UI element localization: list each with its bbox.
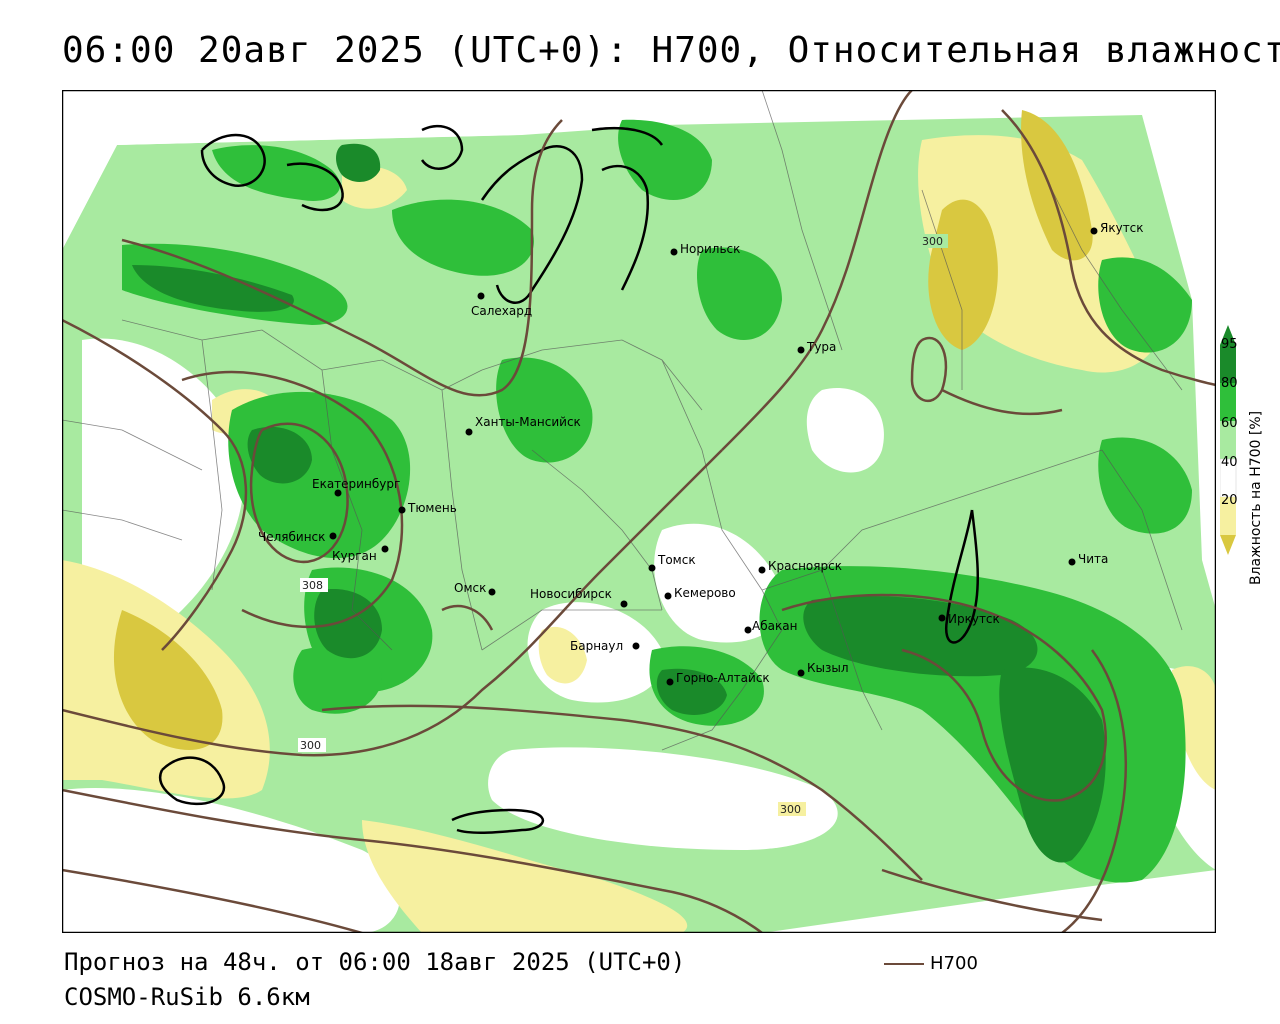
h700-contours (62, 90, 1216, 933)
contour-key: H700 (884, 953, 978, 974)
saturated-zone (132, 265, 294, 312)
legend-top-arrow (1220, 325, 1236, 345)
admin-borders (62, 90, 1183, 751)
city-dot (381, 545, 389, 553)
low-humidity-area (488, 747, 838, 850)
city-label: Челябинск (258, 530, 325, 544)
dry-zone (1172, 666, 1216, 790)
humid-zone (293, 646, 382, 714)
legend-tick: 95 (1221, 337, 1238, 352)
city-dot (664, 592, 672, 600)
city-dot (488, 588, 496, 596)
low-humidity-area (654, 523, 784, 643)
humid-zone (212, 145, 341, 201)
isoline-label-bg (298, 738, 326, 752)
city-label: Томск (657, 553, 696, 567)
city-label: Абакан (752, 619, 797, 633)
humid-zone (1098, 257, 1192, 353)
dry-zone (538, 626, 587, 684)
city-dot (797, 669, 805, 677)
map-title: 06:00 20авг 2025 (UTC+0): H700, Относите… (62, 30, 1280, 71)
city-dot (670, 248, 678, 256)
contour-key-label: H700 (930, 953, 978, 974)
city-label: Салехард (471, 304, 532, 318)
city-label: Тюмень (407, 501, 457, 515)
legend-colorbar (1220, 325, 1237, 555)
city-dot (938, 614, 946, 622)
city-dot (648, 564, 656, 572)
legend-band-20 (1220, 497, 1236, 535)
city-dot (465, 428, 473, 436)
dry-zone (1021, 110, 1093, 261)
city-label: Кызыл (807, 661, 849, 675)
city-label: Ханты-Мансийск (475, 415, 581, 429)
forecast-info: Прогноз на 48ч. от 06:00 18авг 2025 (UTC… (64, 948, 686, 976)
humid-zone (1098, 437, 1192, 534)
city-label: Горно-Алтайск (676, 671, 770, 685)
city-label: Барнаул (570, 639, 623, 653)
humid-zone (392, 199, 534, 276)
legend-tick: 40 (1221, 455, 1238, 470)
city-label: Омск (454, 581, 486, 595)
city-dot (620, 600, 628, 608)
saturated-zone (314, 589, 382, 659)
legend-band-80 (1220, 383, 1236, 421)
model-domain (62, 115, 1216, 933)
city-label: Новосибирск (530, 587, 612, 601)
city-label: Якутск (1100, 221, 1144, 235)
isoline-label-bg (300, 578, 328, 592)
legend-tick: 60 (1221, 416, 1238, 431)
saturated-zone (656, 668, 727, 715)
city-dot (334, 489, 342, 497)
saturated-zone (336, 143, 381, 182)
contour-key-line (884, 962, 924, 965)
low-humidity-area (62, 90, 522, 250)
isoline-label: 300 (300, 739, 321, 752)
city-label: Екатеринбург (312, 477, 400, 491)
city-dot (797, 346, 805, 354)
map-frame (62, 90, 1216, 933)
city-dot (477, 292, 485, 300)
city-dot (398, 506, 406, 514)
isoline-label-bg (920, 234, 948, 248)
legend-tick: 20 (1221, 493, 1238, 508)
legend-tick: 80 (1221, 376, 1238, 391)
low-humidity-area (62, 788, 400, 933)
humid-zone (496, 357, 593, 463)
city-label: Курган (332, 549, 377, 563)
dry-zone (362, 820, 688, 933)
city-dot (329, 532, 337, 540)
city-dot (666, 678, 674, 686)
city-label: Красноярск (768, 559, 842, 573)
low-humidity-area (806, 388, 884, 473)
city-label: Чита (1078, 552, 1108, 566)
city-dot (744, 626, 752, 634)
legend-band-95 (1220, 345, 1236, 383)
humid-zone (697, 247, 782, 340)
isoline-label: 300 (922, 235, 943, 248)
city-markers: Норильск Якутск Салехард Тура Ханты-Манс… (258, 221, 1144, 686)
legend-bottom-arrow (1220, 535, 1236, 555)
saturated-zone (999, 667, 1106, 863)
model-name: COSMO-RuSib 6.6км (64, 983, 310, 1011)
isoline-label: 308 (302, 579, 323, 592)
city-label: Норильск (680, 242, 740, 256)
dry-zone (113, 610, 223, 750)
city-label: Тура (806, 340, 836, 354)
city-label: Иркутск (948, 612, 1000, 626)
city-dot (758, 566, 766, 574)
legend-band-60 (1220, 421, 1236, 459)
city-dot (1090, 227, 1098, 235)
isoline-label: 300 (780, 803, 801, 816)
legend-title: Влажность на H700 [%] (1248, 410, 1264, 585)
saturated-zone (247, 426, 312, 484)
humidity-map: 300 300 300 308 Норильск Якутск Салехард… (62, 90, 1216, 933)
city-dot (632, 642, 640, 650)
city-label: Кемерово (674, 586, 736, 600)
city-dot (1068, 558, 1076, 566)
coastlines (158, 124, 979, 834)
isoline-label-bg (778, 802, 806, 816)
saturated-zone (803, 596, 1038, 677)
